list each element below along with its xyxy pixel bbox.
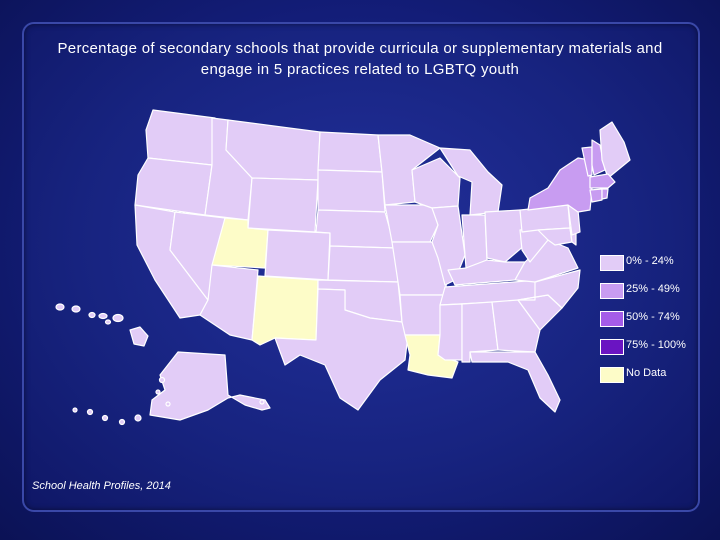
source-note: School Health Profiles, 2014	[32, 480, 171, 492]
state-mississippi[interactable]	[437, 303, 463, 361]
state-arizona[interactable]	[199, 264, 259, 341]
map-title: Percentage of secondary schools that pro…	[57, 40, 663, 78]
state-maryland[interactable]	[537, 227, 573, 246]
legend-item: 0% - 24%	[600, 254, 700, 282]
state-colorado[interactable]	[264, 229, 331, 281]
state-illinois[interactable]	[431, 205, 466, 286]
legend-item: 75% - 100%	[600, 338, 700, 366]
state-connecticut[interactable]	[589, 188, 603, 203]
state-massachusetts[interactable]	[589, 173, 616, 189]
state-new-hampshire[interactable]	[591, 139, 606, 176]
state-washington[interactable]	[145, 109, 216, 166]
legend-label: 25% - 49%	[626, 283, 680, 295]
state-kentucky[interactable]	[447, 259, 526, 286]
state-north-carolina[interactable]	[517, 269, 581, 309]
state-indiana[interactable]	[461, 214, 488, 269]
legend-item: No Data	[600, 366, 700, 394]
state-maine[interactable]	[599, 121, 631, 179]
legend-swatch	[600, 255, 624, 271]
state-alaska[interactable]	[149, 351, 271, 421]
state-kansas[interactable]	[327, 245, 399, 283]
mainland-states	[134, 109, 631, 413]
state-georgia[interactable]	[491, 299, 541, 353]
state-arkansas[interactable]	[399, 294, 446, 336]
state-florida[interactable]	[469, 351, 561, 413]
state-wyoming[interactable]	[247, 177, 319, 233]
state-north-dakota[interactable]	[317, 131, 383, 173]
state-texas[interactable]	[274, 288, 409, 411]
state-hawaii[interactable]	[55, 303, 149, 347]
legend-swatch	[600, 367, 624, 383]
state-new-york[interactable]	[527, 157, 593, 213]
alaska-islands	[72, 376, 265, 426]
legend-item: 25% - 49%	[600, 282, 700, 310]
state-vermont[interactable]	[581, 146, 593, 177]
state-oregon[interactable]	[134, 157, 213, 216]
legend-item: 50% - 74%	[600, 310, 700, 338]
map-legend: 0% - 24% 25% - 49% 50% - 74% 75% - 100% …	[600, 254, 700, 394]
legend-label: 50% - 74%	[626, 311, 680, 323]
state-south-dakota[interactable]	[317, 169, 386, 213]
legend-swatch	[600, 311, 624, 327]
state-rhode-island[interactable]	[601, 188, 609, 200]
state-iowa[interactable]	[384, 204, 439, 243]
legend-label: 0% - 24%	[626, 255, 674, 267]
legend-label: 75% - 100%	[626, 339, 686, 351]
state-new-mexico[interactable]	[251, 275, 319, 346]
state-ohio[interactable]	[484, 209, 526, 263]
legend-label: No Data	[626, 367, 667, 379]
legend-swatch	[600, 283, 624, 299]
legend-swatch	[600, 339, 624, 355]
